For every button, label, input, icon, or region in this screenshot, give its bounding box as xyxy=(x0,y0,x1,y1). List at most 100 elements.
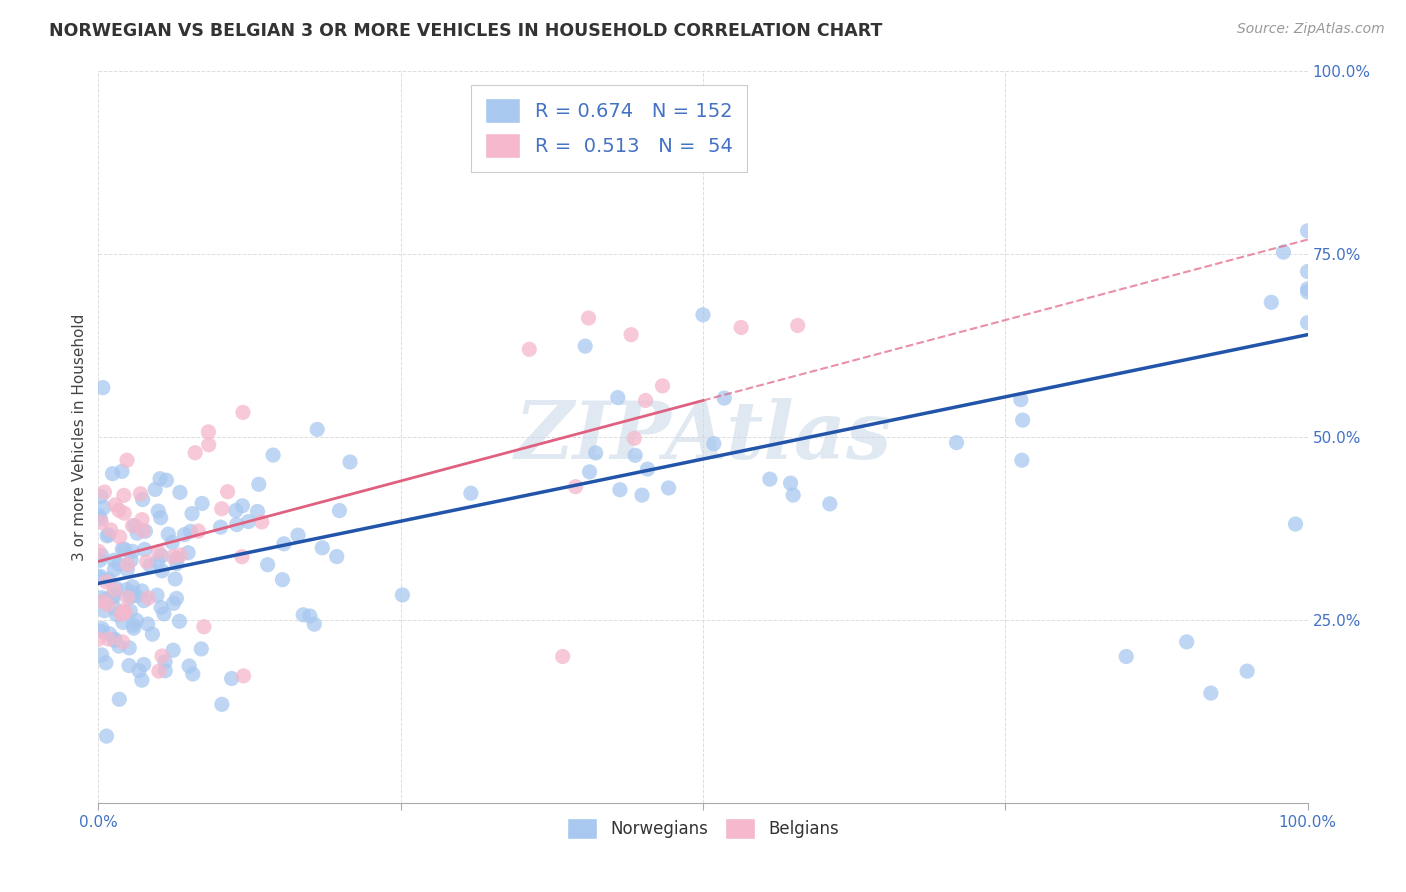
Belgians xyxy=(112,488,135,502)
Norwegians xyxy=(90,549,112,563)
Text: ZIPAtlas: ZIPAtlas xyxy=(515,399,891,475)
Norwegians xyxy=(121,544,143,558)
Norwegians xyxy=(103,563,125,577)
Norwegians xyxy=(108,639,131,653)
Norwegians xyxy=(90,648,112,662)
Belgians xyxy=(108,530,131,544)
Norwegians xyxy=(209,520,232,534)
Norwegians xyxy=(91,381,114,395)
Norwegians xyxy=(114,542,136,557)
Norwegians xyxy=(1011,413,1033,427)
Norwegians xyxy=(131,492,153,507)
Text: Source: ZipAtlas.com: Source: ZipAtlas.com xyxy=(1237,22,1385,37)
Norwegians xyxy=(89,569,111,583)
Norwegians xyxy=(779,476,801,491)
Norwegians xyxy=(122,618,145,632)
Belgians xyxy=(121,518,143,533)
Belgians xyxy=(651,379,673,393)
Norwegians xyxy=(101,467,124,481)
Norwegians xyxy=(624,448,647,462)
Belgians xyxy=(197,425,219,439)
Norwegians xyxy=(169,615,191,629)
Norwegians xyxy=(108,692,131,706)
Norwegians xyxy=(149,510,172,524)
Norwegians xyxy=(1296,264,1319,278)
Norwegians xyxy=(273,537,295,551)
Norwegians xyxy=(122,621,145,635)
Text: NORWEGIAN VS BELGIAN 3 OR MORE VEHICLES IN HOUSEHOLD CORRELATION CHART: NORWEGIAN VS BELGIAN 3 OR MORE VEHICLES … xyxy=(49,22,883,40)
Norwegians xyxy=(115,582,138,597)
Norwegians xyxy=(131,673,153,687)
Norwegians xyxy=(292,607,315,622)
Norwegians xyxy=(262,448,284,462)
Norwegians xyxy=(166,557,188,571)
Belgians xyxy=(551,649,574,664)
Belgians xyxy=(786,318,808,333)
Belgians xyxy=(197,438,219,452)
Norwegians xyxy=(298,609,321,624)
Norwegians xyxy=(190,641,212,656)
Norwegians xyxy=(98,627,121,641)
Belgians xyxy=(100,523,122,537)
Belgians xyxy=(169,548,191,562)
Norwegians xyxy=(574,339,596,353)
Norwegians xyxy=(118,658,141,673)
Norwegians xyxy=(101,589,124,603)
Belgians xyxy=(90,516,112,530)
Norwegians xyxy=(179,659,201,673)
Belgians xyxy=(623,431,645,445)
Norwegians xyxy=(238,515,260,529)
Norwegians xyxy=(271,573,294,587)
Belgians xyxy=(148,664,170,678)
Belgians xyxy=(162,549,184,564)
Belgians xyxy=(231,549,253,564)
Norwegians xyxy=(1284,517,1306,532)
Norwegians xyxy=(1010,392,1032,407)
Norwegians xyxy=(1296,224,1319,238)
Norwegians xyxy=(339,455,361,469)
Norwegians xyxy=(146,588,169,602)
Belgians xyxy=(117,591,139,605)
Norwegians xyxy=(181,507,204,521)
Norwegians xyxy=(90,490,112,504)
Belgians xyxy=(112,506,135,520)
Norwegians xyxy=(148,504,170,518)
Norwegians xyxy=(103,601,125,615)
Norwegians xyxy=(96,729,118,743)
Belgians xyxy=(564,480,586,494)
Norwegians xyxy=(1260,295,1282,310)
Norwegians xyxy=(125,614,148,628)
Norwegians xyxy=(307,422,329,436)
Norwegians xyxy=(136,617,159,632)
Norwegians xyxy=(692,308,714,322)
Norwegians xyxy=(87,571,110,585)
Norwegians xyxy=(131,584,153,599)
Norwegians xyxy=(246,504,269,518)
Norwegians xyxy=(96,592,118,607)
Norwegians xyxy=(782,488,804,502)
Norwegians xyxy=(124,518,146,533)
Belgians xyxy=(108,503,131,517)
Norwegians xyxy=(150,564,173,578)
Norwegians xyxy=(120,553,142,567)
Norwegians xyxy=(128,664,150,678)
Norwegians xyxy=(149,472,172,486)
Norwegians xyxy=(155,664,177,678)
Norwegians xyxy=(105,607,128,622)
Norwegians xyxy=(97,573,120,587)
Norwegians xyxy=(111,464,134,478)
Norwegians xyxy=(103,633,125,648)
Belgians xyxy=(117,558,139,572)
Norwegians xyxy=(211,698,233,712)
Norwegians xyxy=(162,596,184,610)
Norwegians xyxy=(165,551,187,566)
Belgians xyxy=(187,524,209,538)
Norwegians xyxy=(104,632,127,647)
Norwegians xyxy=(166,591,188,606)
Norwegians xyxy=(146,555,169,569)
Belgians xyxy=(184,446,207,460)
Norwegians xyxy=(150,600,173,615)
Norwegians xyxy=(160,535,183,549)
Norwegians xyxy=(657,481,679,495)
Norwegians xyxy=(637,462,659,476)
